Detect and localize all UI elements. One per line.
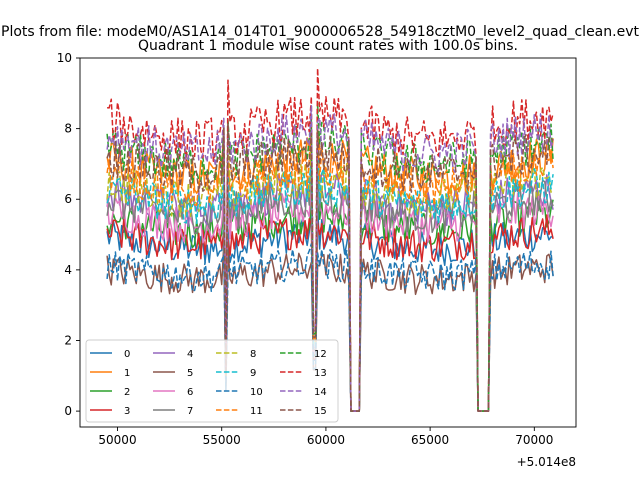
legend-label-3: 3 (124, 406, 130, 417)
chart-title: Quadrant 1 module wise count rates with … (138, 38, 518, 54)
legend-label-8: 8 (250, 349, 256, 360)
legend-label-11: 11 (250, 406, 263, 417)
chart-suptitle: Plots from file: modeM0/AS1A14_014T01_90… (1, 24, 639, 40)
y-tick-label: 2 (64, 333, 72, 347)
legend-label-5: 5 (187, 368, 193, 379)
legend-label-1: 1 (124, 368, 130, 379)
y-tick-label: 0 (64, 404, 72, 418)
x-tick-label: 55000 (203, 433, 241, 447)
y-tick-label: 8 (64, 122, 72, 136)
y-tick-label: 4 (64, 263, 72, 277)
legend-label-14: 14 (314, 387, 327, 398)
legend-label-6: 6 (187, 387, 193, 398)
legend-label-2: 2 (124, 387, 130, 398)
legend-label-10: 10 (250, 387, 263, 398)
x-tick-label: 65000 (411, 433, 449, 447)
legend-label-9: 9 (250, 368, 256, 379)
legend-box (85, 339, 339, 423)
x-tick-label: 60000 (307, 433, 345, 447)
x-tick-label: 50000 (98, 433, 136, 447)
legend-label-4: 4 (187, 349, 193, 360)
legend-label-7: 7 (187, 406, 193, 417)
series-layer (106, 67, 554, 412)
x-offset-label: +5.014e8 (517, 455, 576, 469)
y-tick-label: 10 (57, 51, 72, 65)
plot-frame (79, 57, 577, 428)
legend-label-15: 15 (314, 406, 327, 417)
legend-label-0: 0 (124, 349, 130, 360)
series-line-15 (106, 122, 554, 412)
legend-label-12: 12 (314, 349, 327, 360)
x-tick-label: 70000 (515, 433, 553, 447)
y-tick-label: 6 (64, 192, 72, 206)
legend-label-13: 13 (314, 368, 327, 379)
